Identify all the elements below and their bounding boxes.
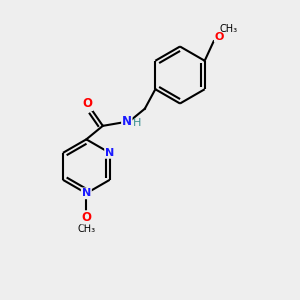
- Text: CH₃: CH₃: [220, 24, 238, 34]
- Text: N: N: [105, 148, 114, 158]
- Text: CH₃: CH₃: [77, 224, 95, 234]
- Text: O: O: [83, 98, 93, 110]
- Text: O: O: [81, 211, 91, 224]
- Text: N: N: [122, 115, 132, 128]
- Text: O: O: [214, 32, 224, 42]
- Text: N: N: [82, 188, 91, 198]
- Text: H: H: [133, 118, 141, 128]
